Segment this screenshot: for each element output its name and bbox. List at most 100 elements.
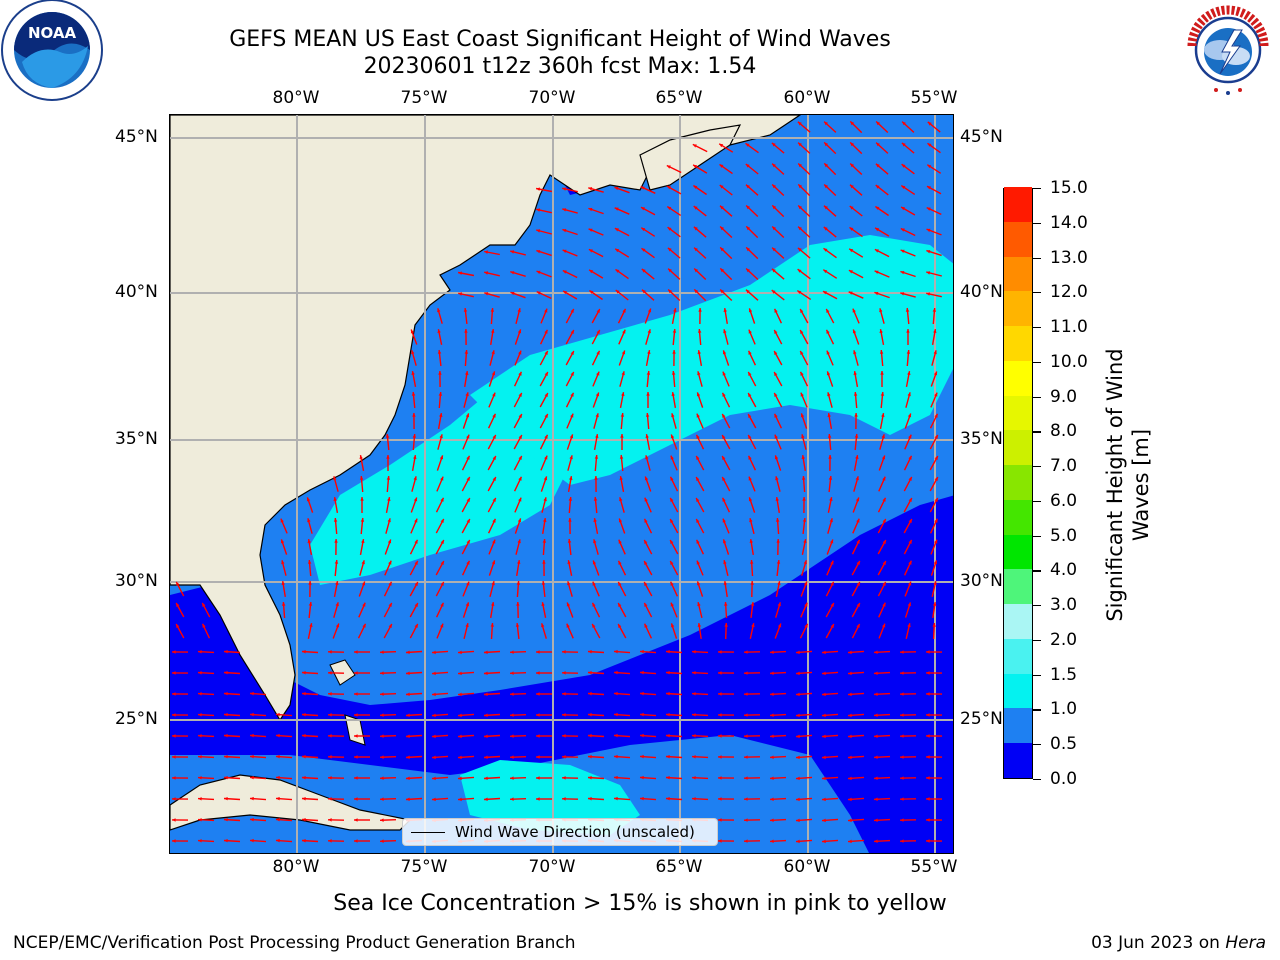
wave-direction-arrowhead xyxy=(804,623,808,628)
wave-direction-arrowhead xyxy=(328,692,332,696)
wave-direction-arrowhead xyxy=(720,205,724,210)
wave-direction-arrowhead xyxy=(614,796,618,801)
wave-direction-arrowhead xyxy=(645,413,650,417)
wave-direction-arrowhead xyxy=(542,560,546,564)
wave-direction-arrowhead xyxy=(797,290,802,294)
wave-direction-arrowhead xyxy=(640,649,644,654)
wave-direction-arrowhead xyxy=(250,733,254,738)
colorbar-tick xyxy=(1033,709,1041,711)
wave-direction-arrowhead xyxy=(692,692,696,696)
wave-direction-arrowhead xyxy=(853,392,858,396)
colorbar-segment xyxy=(1004,429,1032,466)
wave-direction-arrowhead xyxy=(595,392,600,397)
wave-direction-arrowhead xyxy=(744,650,748,654)
wave-direction-arrowhead xyxy=(934,413,938,418)
wave-direction-arrowhead xyxy=(856,539,860,544)
colorbar-segment xyxy=(1004,360,1032,396)
wave-direction-arrowhead xyxy=(562,229,567,233)
wave-direction-arrowhead xyxy=(668,268,672,273)
wave-direction-arrowhead xyxy=(693,185,698,189)
wave-direction-arrowhead xyxy=(777,581,781,586)
wave-direction-arrowhead xyxy=(491,581,495,586)
wave-direction-arrowhead xyxy=(697,623,702,627)
wave-direction-arrowhead xyxy=(536,187,540,191)
wave-direction-arrowhead xyxy=(276,838,280,843)
wave-direction-arrowhead xyxy=(518,435,522,439)
wave-direction-arrowhead xyxy=(615,269,620,273)
wave-direction-arrowhead xyxy=(412,413,416,417)
wave-direction-arrowhead xyxy=(518,414,522,418)
wave-direction-arrowhead xyxy=(570,351,574,355)
wave-direction-arrowhead xyxy=(907,413,912,418)
wave-direction-arrowhead xyxy=(510,755,514,759)
wave-direction-arrowhead xyxy=(822,755,826,760)
wave-direction-arrowhead xyxy=(848,818,852,823)
wave-direction-arrowhead xyxy=(722,392,726,397)
wave-direction-arrowhead xyxy=(803,560,807,565)
wave-direction-arrowhead xyxy=(484,755,488,759)
wave-direction-arrowhead xyxy=(386,476,391,480)
wave-direction-arrowhead xyxy=(670,519,674,523)
wave-direction-arrowhead xyxy=(465,371,469,375)
low-wave-region-south xyxy=(170,495,953,853)
wave-direction-arrowhead xyxy=(724,623,728,627)
wave-direction-arrowhead xyxy=(720,268,725,273)
colorbar-segment xyxy=(1004,534,1032,570)
wave-direction-arrowhead xyxy=(516,581,521,585)
colorbar-tick xyxy=(1033,292,1041,294)
colorbar-segment xyxy=(1004,186,1032,222)
plot-title: GEFS MEAN US East Coast Significant Heig… xyxy=(229,27,891,52)
wave-direction-arrowhead xyxy=(596,309,600,313)
wave-direction-arrowhead xyxy=(563,291,567,295)
wave-direction-arrowhead xyxy=(302,650,306,654)
wave-direction-arrowhead xyxy=(874,270,879,274)
wave-direction-arrowhead xyxy=(250,796,254,801)
wave-direction-arrowhead xyxy=(696,539,700,544)
wave-direction-arrowhead xyxy=(644,539,648,544)
wave-direction-arrowhead xyxy=(596,350,600,355)
wave-direction-arrowhead xyxy=(874,249,879,253)
lat-tick-left: 40°N xyxy=(115,282,158,302)
wave-direction-arrowhead xyxy=(932,602,937,606)
wave-direction-arrowhead xyxy=(933,581,937,586)
wave-direction-arrowhead xyxy=(900,713,904,717)
wave-direction-arrowhead xyxy=(644,561,648,565)
wave-direction-arrowhead xyxy=(544,329,548,334)
wave-direction-arrowhead xyxy=(647,308,652,313)
wave-direction-arrowhead xyxy=(800,371,804,376)
colorbar-tick-label: 1.5 xyxy=(1050,664,1078,685)
colorbar-tick-label: 15.0 xyxy=(1050,178,1088,198)
wave-direction-arrowhead xyxy=(722,497,726,502)
wave-direction-arrowhead xyxy=(826,371,831,376)
colorbar-tick-label: 11.0 xyxy=(1050,317,1088,338)
wave-direction-arrowhead xyxy=(361,539,365,543)
wave-direction-arrowhead xyxy=(621,392,625,396)
wave-direction-arrowhead xyxy=(772,226,776,231)
wave-direction-arrowhead xyxy=(744,797,748,801)
lon-tick-top: 75°W xyxy=(400,88,448,108)
wave-direction-arrowhead xyxy=(908,476,912,481)
wave-direction-arrowhead xyxy=(848,776,852,781)
wave-direction-arrowhead xyxy=(644,582,648,586)
wave-direction-arrowhead xyxy=(302,734,306,738)
wave-direction-arrowhead xyxy=(926,650,930,654)
wave-direction-arrowhead xyxy=(176,581,180,586)
wave-direction-arrowhead xyxy=(749,539,753,543)
wave-direction-arrowhead xyxy=(855,476,859,481)
wave-direction-arrowhead xyxy=(646,392,650,396)
wave-direction-arrowhead xyxy=(800,309,804,313)
map-legend: Wind Wave Direction (unscaled) xyxy=(402,818,718,846)
wave-direction-arrowhead xyxy=(517,329,522,334)
wave-direction-arrowhead xyxy=(328,818,332,822)
wave-direction-arrowhead xyxy=(276,775,280,780)
wave-direction-arrowhead xyxy=(746,184,750,189)
wave-direction-arrowhead xyxy=(666,650,670,654)
wave-direction-arrowhead xyxy=(411,392,416,396)
wave-direction-arrowhead xyxy=(562,650,566,654)
wave-direction-arrowhead xyxy=(666,713,670,717)
wave-direction-arrowhead xyxy=(570,330,574,334)
lat-tick-left: 45°N xyxy=(115,127,158,147)
lon-tick-top: 70°W xyxy=(528,88,576,108)
wave-direction-arrowhead xyxy=(822,671,826,676)
wave-direction-arrowhead xyxy=(439,434,443,439)
